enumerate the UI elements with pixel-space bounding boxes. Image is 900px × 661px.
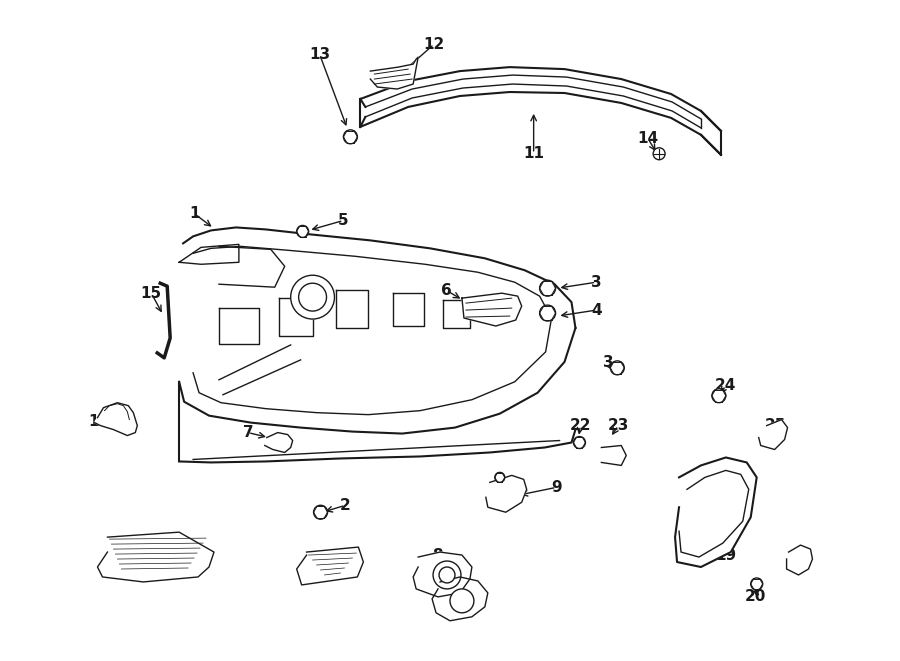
Text: 6: 6 — [441, 283, 452, 297]
Text: 9: 9 — [551, 480, 562, 495]
Circle shape — [495, 473, 505, 483]
Circle shape — [653, 148, 665, 160]
Polygon shape — [787, 545, 813, 575]
Text: 2: 2 — [340, 498, 351, 513]
Text: 22: 22 — [570, 418, 591, 433]
Text: 18: 18 — [440, 588, 462, 602]
Polygon shape — [265, 432, 292, 453]
Text: 17: 17 — [317, 567, 338, 582]
Circle shape — [573, 436, 585, 449]
Text: 23: 23 — [608, 418, 629, 433]
Polygon shape — [413, 552, 472, 597]
Text: 8: 8 — [432, 547, 443, 563]
Text: 7: 7 — [242, 425, 253, 440]
Circle shape — [297, 225, 309, 237]
Text: 15: 15 — [140, 286, 162, 301]
Polygon shape — [370, 57, 418, 89]
Circle shape — [450, 589, 474, 613]
Text: 10: 10 — [88, 414, 109, 429]
Circle shape — [610, 361, 625, 375]
Text: 1: 1 — [189, 206, 199, 221]
Polygon shape — [297, 547, 364, 585]
Circle shape — [751, 578, 762, 590]
Polygon shape — [97, 532, 214, 582]
Text: 19: 19 — [716, 547, 736, 563]
Text: 13: 13 — [309, 47, 330, 61]
Text: 14: 14 — [637, 132, 659, 146]
Text: 3: 3 — [591, 275, 602, 290]
Polygon shape — [486, 475, 526, 512]
Text: 24: 24 — [716, 378, 736, 393]
Text: 25: 25 — [765, 418, 787, 433]
Text: 12: 12 — [423, 37, 445, 52]
Polygon shape — [675, 457, 757, 567]
Polygon shape — [432, 577, 488, 621]
Polygon shape — [759, 420, 788, 449]
Circle shape — [291, 275, 335, 319]
Text: 16: 16 — [141, 557, 163, 572]
Circle shape — [344, 130, 357, 144]
Circle shape — [540, 305, 555, 321]
Circle shape — [439, 567, 455, 583]
Polygon shape — [94, 403, 138, 436]
Text: 20: 20 — [745, 590, 767, 604]
Text: 5: 5 — [338, 213, 349, 228]
Circle shape — [712, 389, 725, 403]
Circle shape — [313, 505, 328, 519]
Polygon shape — [462, 293, 522, 326]
Text: 4: 4 — [591, 303, 602, 317]
Circle shape — [540, 280, 555, 296]
Circle shape — [433, 561, 461, 589]
Polygon shape — [601, 446, 626, 465]
Text: 3: 3 — [603, 356, 614, 370]
Text: 11: 11 — [523, 146, 544, 161]
Text: 21: 21 — [785, 557, 806, 572]
